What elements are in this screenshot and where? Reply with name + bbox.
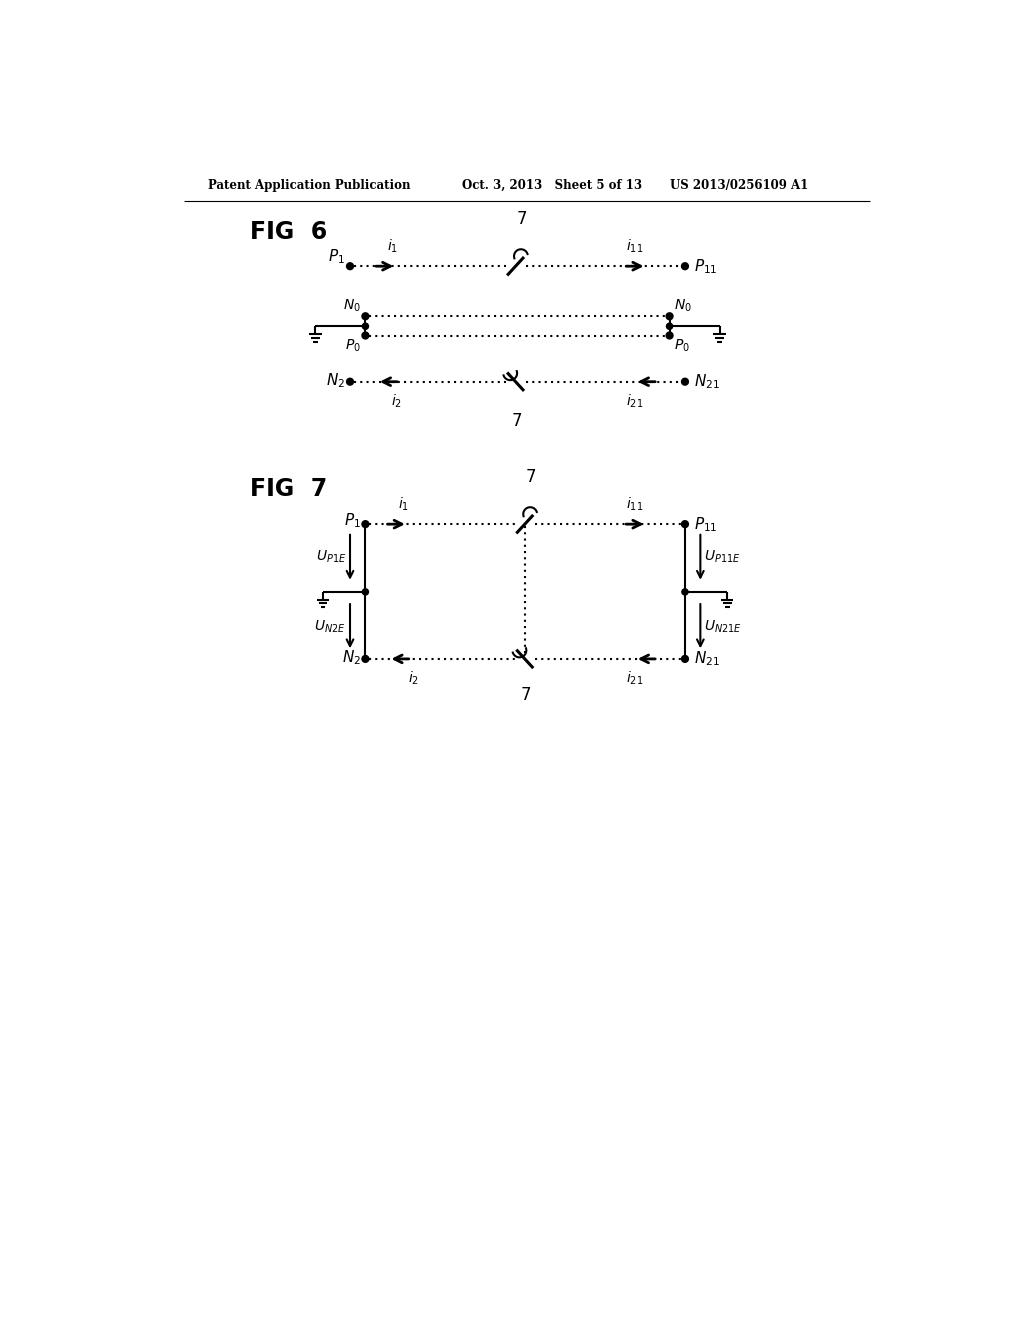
Circle shape — [347, 263, 353, 269]
Circle shape — [682, 379, 688, 385]
Circle shape — [362, 521, 369, 527]
Text: 7: 7 — [516, 210, 527, 227]
Text: $U_{P11E}$: $U_{P11E}$ — [705, 549, 740, 565]
Text: 7: 7 — [521, 686, 531, 704]
Text: Patent Application Publication: Patent Application Publication — [208, 178, 410, 191]
Text: $N_0$: $N_0$ — [343, 297, 360, 314]
Text: $P_1$: $P_1$ — [344, 512, 360, 531]
Text: Oct. 3, 2013   Sheet 5 of 13: Oct. 3, 2013 Sheet 5 of 13 — [462, 178, 642, 191]
Text: $i_{21}$: $i_{21}$ — [627, 392, 643, 411]
Text: $i_{11}$: $i_{11}$ — [627, 238, 643, 256]
Text: $i_1$: $i_1$ — [398, 496, 410, 513]
Circle shape — [362, 313, 369, 319]
Circle shape — [682, 589, 688, 595]
Text: $i_{11}$: $i_{11}$ — [627, 496, 643, 513]
Text: FIG  7: FIG 7 — [250, 478, 327, 502]
Circle shape — [667, 333, 673, 339]
Text: $N_{21}$: $N_{21}$ — [694, 372, 720, 391]
Text: $N_2$: $N_2$ — [327, 371, 345, 389]
Circle shape — [362, 333, 369, 339]
Circle shape — [362, 323, 369, 330]
Text: $i_2$: $i_2$ — [408, 669, 419, 688]
Text: $N_2$: $N_2$ — [342, 648, 360, 667]
Circle shape — [682, 656, 688, 663]
Text: $P_{11}$: $P_{11}$ — [694, 257, 718, 276]
Text: $U_{N2E}$: $U_{N2E}$ — [314, 618, 346, 635]
Text: $U_{P1E}$: $U_{P1E}$ — [315, 549, 346, 565]
Circle shape — [667, 313, 673, 319]
Text: $P_0$: $P_0$ — [674, 338, 690, 354]
Text: $i_2$: $i_2$ — [391, 392, 401, 411]
Text: $U_{N21E}$: $U_{N21E}$ — [705, 618, 742, 635]
Text: US 2013/0256109 A1: US 2013/0256109 A1 — [670, 178, 808, 191]
Text: 7: 7 — [525, 467, 537, 486]
Circle shape — [362, 656, 369, 663]
Circle shape — [682, 263, 688, 269]
Text: $i_{21}$: $i_{21}$ — [627, 669, 643, 688]
Text: $i_1$: $i_1$ — [387, 238, 398, 256]
Text: $P_{11}$: $P_{11}$ — [694, 515, 718, 533]
Text: FIG  6: FIG 6 — [250, 219, 327, 244]
Circle shape — [362, 589, 369, 595]
Circle shape — [682, 521, 688, 527]
Text: 7: 7 — [512, 412, 522, 430]
Circle shape — [667, 323, 673, 330]
Text: $N_0$: $N_0$ — [674, 297, 692, 314]
Text: $P_1$: $P_1$ — [329, 248, 345, 267]
Circle shape — [347, 379, 353, 385]
Text: $P_0$: $P_0$ — [345, 338, 360, 354]
Text: $N_{21}$: $N_{21}$ — [694, 649, 720, 668]
